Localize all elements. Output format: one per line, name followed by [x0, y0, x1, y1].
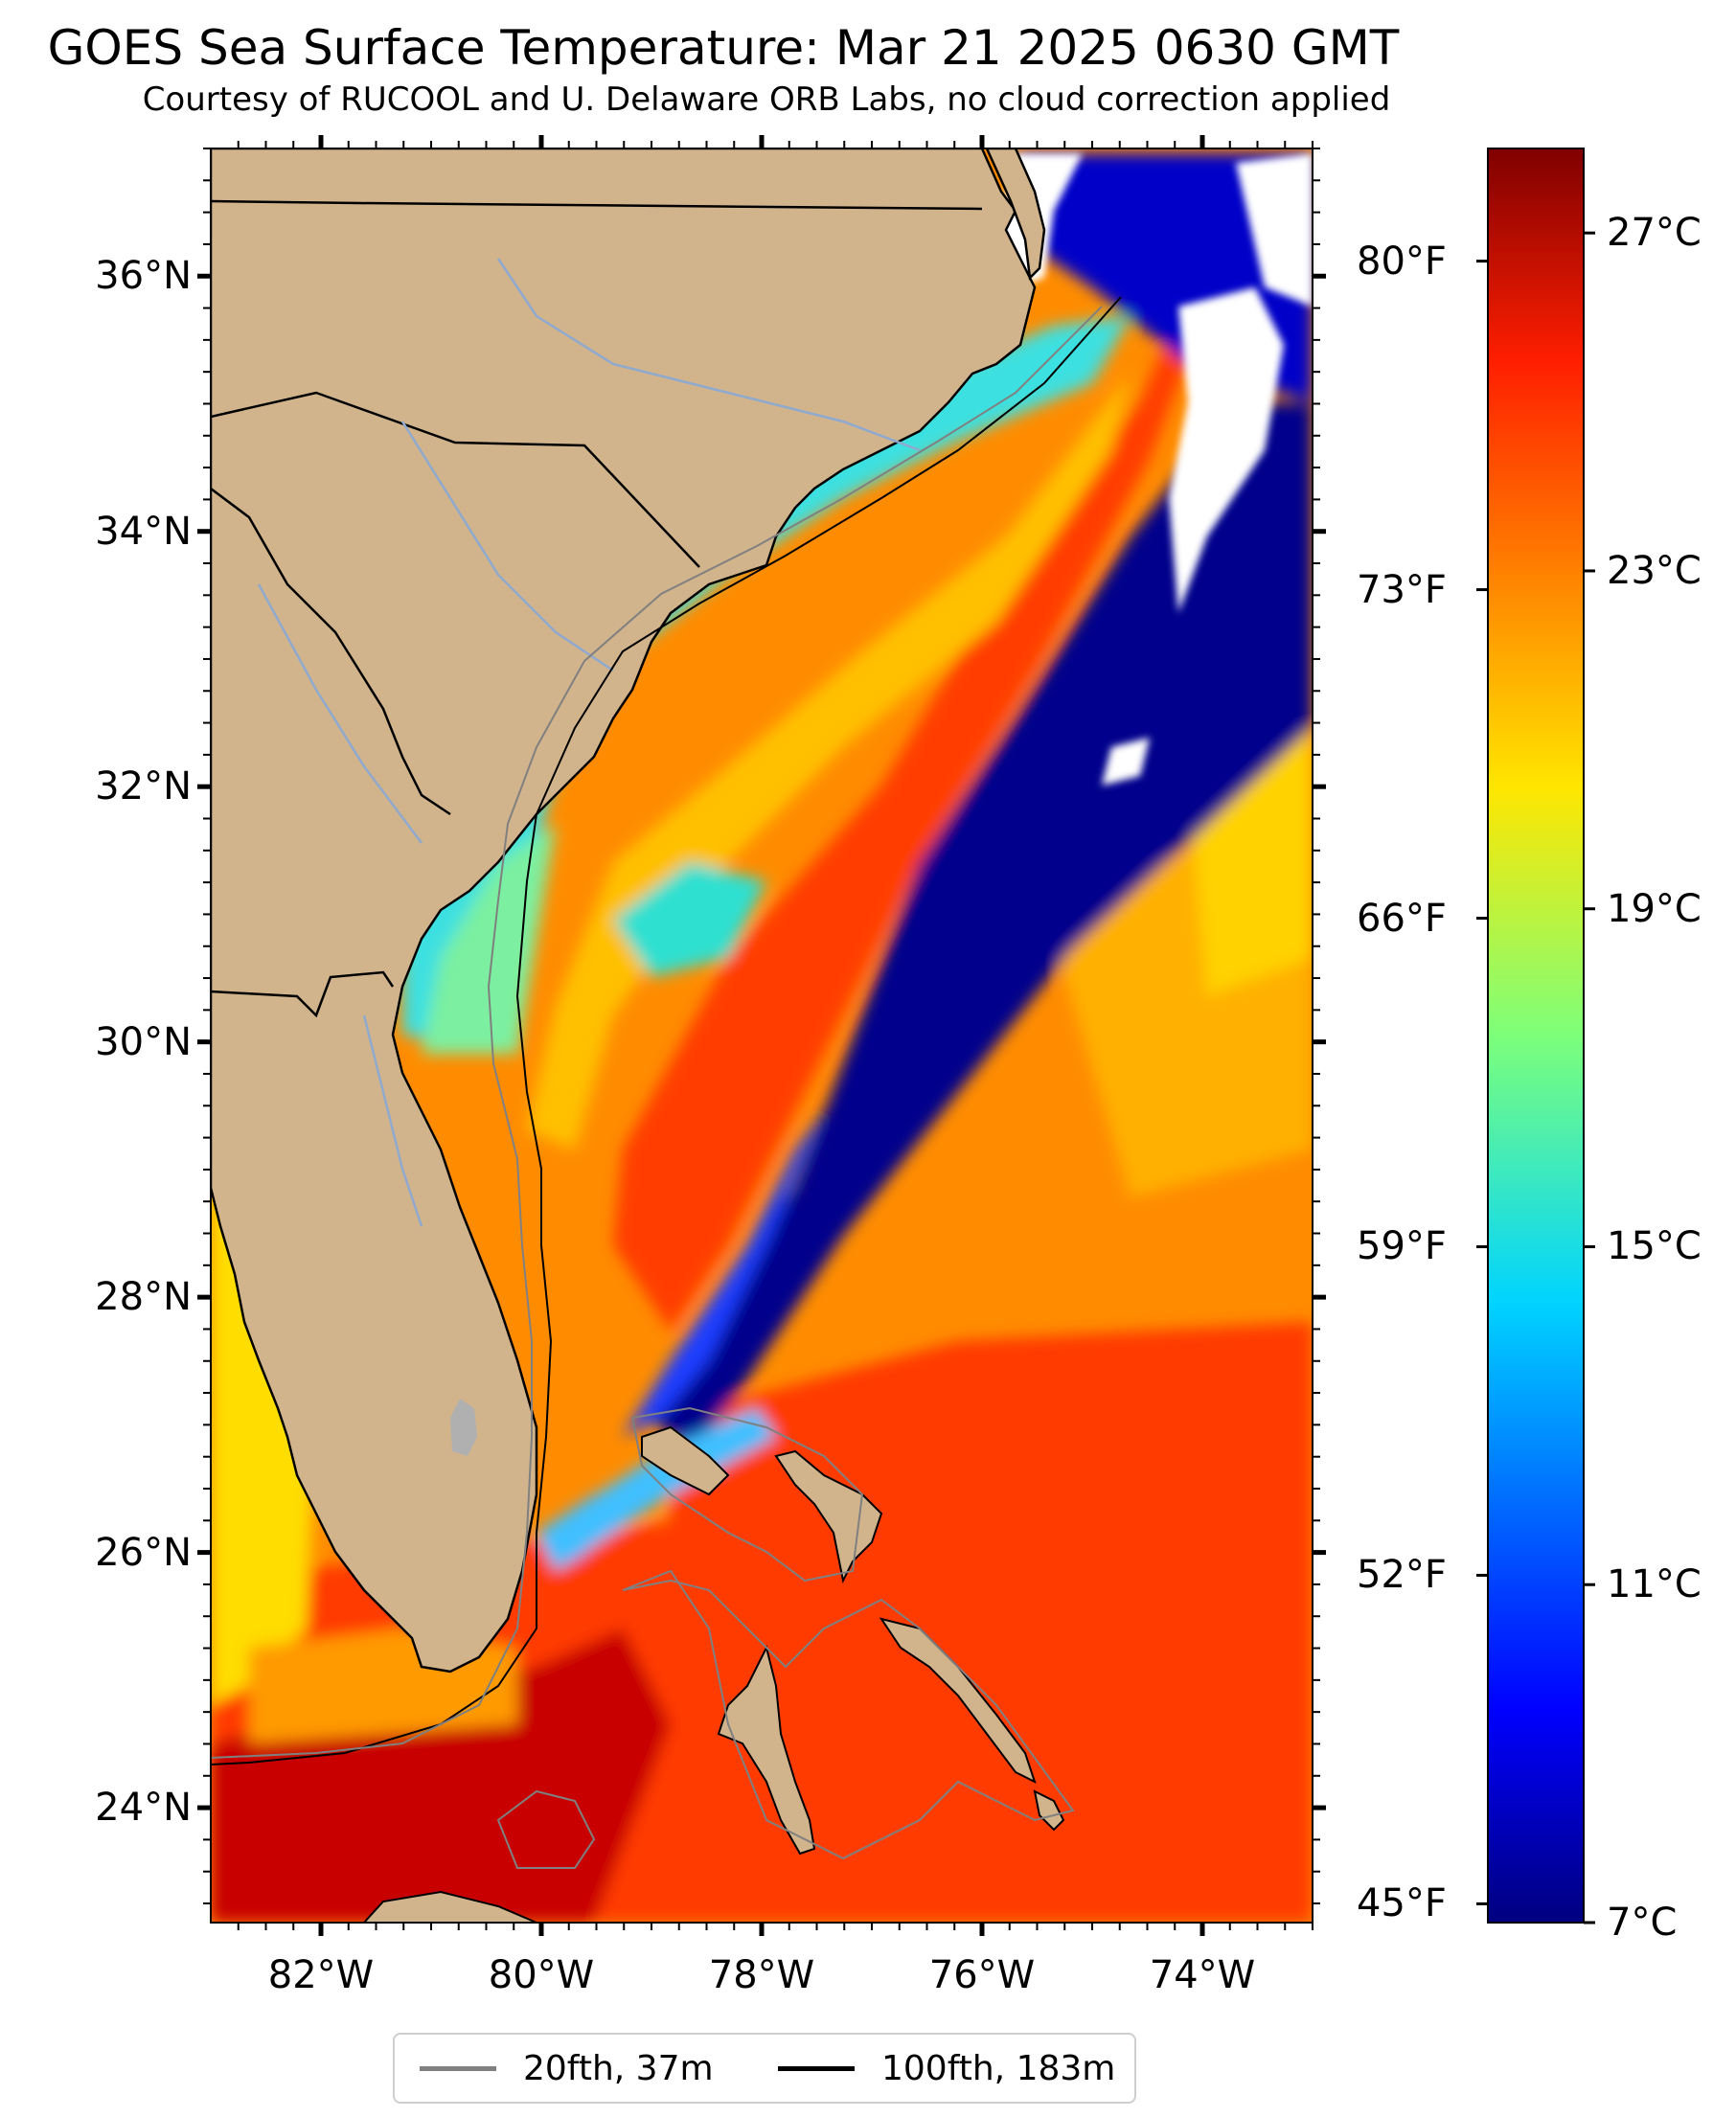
- fahrenheit-tick-label: 45°F: [1357, 1881, 1447, 1926]
- celsius-tick-label: 15°C: [1607, 1224, 1702, 1269]
- fahrenheit-tick-label: 73°F: [1357, 567, 1447, 612]
- colorbar-ticks: [1476, 231, 1595, 1924]
- straits-cool-streak: [537, 1408, 776, 1571]
- lat-tick-label: 32°N: [95, 764, 192, 809]
- lat-tick-label: 26°N: [95, 1530, 192, 1575]
- cold-front-edge: [623, 1111, 824, 1437]
- lat-tick-label: 34°N: [95, 509, 192, 554]
- legend-swatch-20fth: [420, 2065, 496, 2071]
- isobath-legend: 20fth, 37m 100fth, 183m: [393, 2033, 1136, 2104]
- legend-item-20fth: 20fth, 37m: [420, 2035, 714, 2102]
- va-nc-border: [211, 199, 983, 211]
- river-roanoke: [496, 258, 921, 452]
- rivers: [257, 258, 921, 1227]
- grand-bahama: [641, 1425, 730, 1496]
- celsius-tick-label: 27°C: [1607, 211, 1702, 256]
- river-savannah: [257, 583, 423, 844]
- lat-tick-label: 30°N: [95, 1019, 192, 1064]
- contour-20fth-line: [211, 306, 1103, 1759]
- isobath-100fth: [211, 296, 1122, 1765]
- cloud-fleck: [1102, 738, 1150, 786]
- contour-100fth-line: [211, 296, 1122, 1765]
- cape-hatteras: [985, 148, 1046, 281]
- us-mainland: [211, 148, 1037, 1674]
- legend-swatch-100fth: [778, 2065, 855, 2071]
- contour-20fth-great-bank: [622, 1569, 1075, 1860]
- state-borders: [211, 199, 983, 1018]
- lake-okeechobee: [450, 1399, 477, 1456]
- celsius-tick-label: 23°C: [1607, 548, 1702, 593]
- contour-20fth-cay-sal: [496, 1789, 596, 1869]
- exuma-cays: [1033, 1789, 1065, 1832]
- bahamas-warm-water: [671, 1322, 1313, 1628]
- legend-item-100fth: 100fth, 183m: [778, 2035, 1115, 2102]
- fahrenheit-tick-label: 66°F: [1357, 896, 1447, 941]
- fahrenheit-tick-label: 59°F: [1357, 1224, 1447, 1269]
- legend-label-20fth: 20fth, 37m: [523, 2048, 714, 2088]
- celsius-tick-label: 11°C: [1607, 1562, 1702, 1607]
- cloud-patch-east: [1169, 287, 1284, 613]
- gulf-stream-core: [613, 287, 1207, 1332]
- shelf-mid-water: [422, 824, 556, 1054]
- lon-tick-label: 78°W: [708, 1953, 815, 1997]
- colorbar: [1487, 148, 1585, 1924]
- contour-20fth-bahama-bank: [630, 1406, 864, 1583]
- lon-tick-label: 80°W: [488, 1953, 595, 1997]
- nc-sc-border: [211, 391, 700, 568]
- lon-tick-label: 82°W: [267, 1953, 375, 1997]
- cuba-coast: [362, 1890, 537, 1923]
- andros-island: [717, 1645, 816, 1856]
- river-cape-fear: [400, 421, 614, 672]
- ga-fl-border: [211, 970, 395, 1018]
- patchy-shelf-streak: [613, 862, 766, 977]
- gulf-stream-edge: [527, 374, 1131, 1150]
- fahrenheit-tick-label: 80°F: [1357, 239, 1447, 284]
- map-title: GOES Sea Surface Temperature: Mar 21 202…: [47, 20, 1400, 76]
- cloud-patch-ne: [1236, 153, 1313, 307]
- lat-tick-label: 36°N: [95, 254, 192, 299]
- map-content: [211, 148, 1313, 1923]
- celsius-tick-label: 7°C: [1607, 1901, 1678, 1945]
- legend-label-100fth: 100fth, 183m: [881, 2048, 1116, 2088]
- map-subtitle: Courtesy of RUCOOL and U. Delaware ORB L…: [142, 80, 1391, 119]
- celsius-tick-label: 19°C: [1607, 886, 1702, 931]
- fahrenheit-tick-label: 52°F: [1357, 1553, 1447, 1598]
- florida-current-core: [211, 1628, 671, 1923]
- sc-ga-border: [211, 488, 451, 816]
- river-st-johns: [362, 1014, 423, 1227]
- isobath-20fth: [211, 306, 1103, 1869]
- lat-tick-label: 24°N: [95, 1786, 192, 1831]
- axis-ticks: [197, 135, 1326, 1936]
- cold-slope-water: [651, 402, 1313, 1456]
- lon-tick-label: 76°W: [928, 1953, 1036, 1997]
- west-florida-shelf: [211, 1169, 316, 1705]
- lat-tick-label: 28°N: [95, 1275, 192, 1320]
- lon-tick-label: 74°W: [1149, 1953, 1256, 1997]
